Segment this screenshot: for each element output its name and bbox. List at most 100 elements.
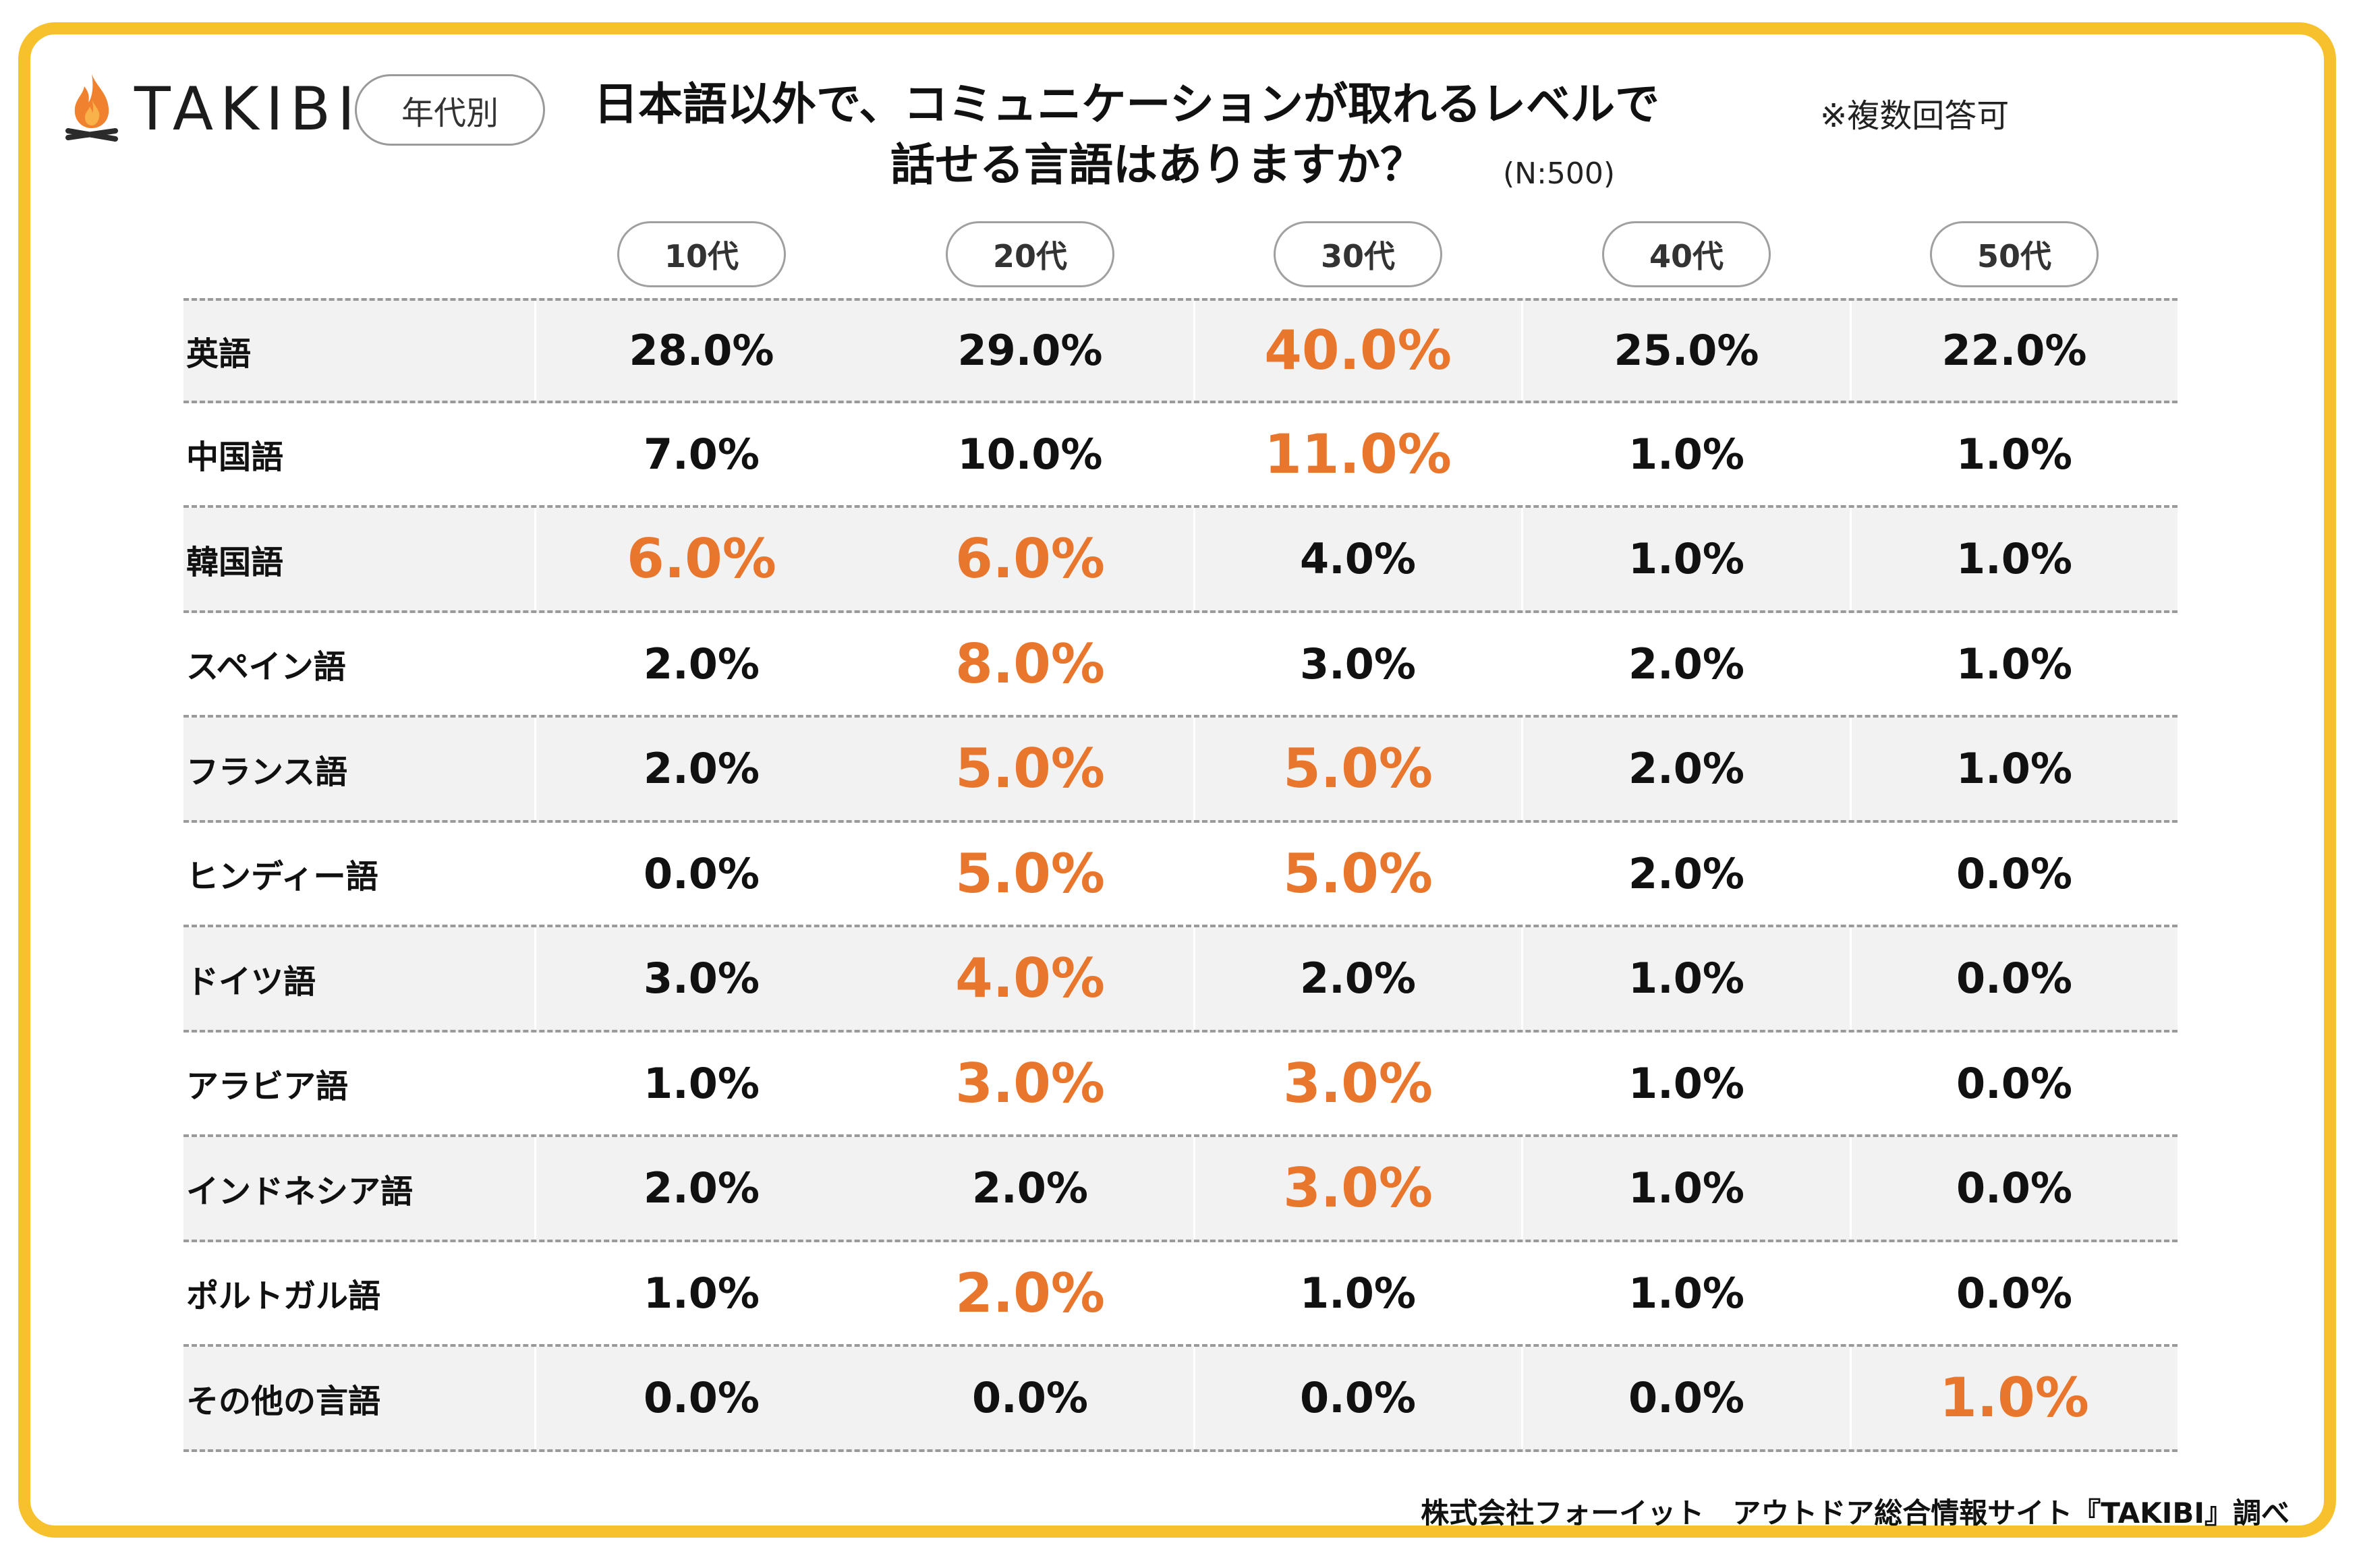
value-cell: 1.0% [1300,1268,1416,1318]
value-cell: 0.0% [1956,1058,2072,1108]
table-row: フランス語 2.0% 5.0% 5.0% 2.0% 1.0% [183,718,2178,823]
value-cell: 5.0% [1283,842,1433,905]
row-label: スペイン語 [186,648,346,687]
row-label: その他の言語 [186,1382,381,1420]
column-separator [1521,508,1523,610]
column-separator [1521,1137,1523,1240]
value-cell: 1.0% [1628,1058,1744,1108]
column-separator [1193,1137,1195,1240]
flame-icon [65,74,118,142]
row-label: 英語 [186,335,252,373]
row-label: 中国語 [186,438,284,477]
sample-size-label: (N:500) [1503,156,1616,191]
value-cell: 3.0% [1300,639,1416,689]
value-cell: 0.0% [644,1373,760,1423]
column-header-3: 30代 [1274,221,1442,287]
column-separator [534,301,536,401]
value-cell: 0.0% [1956,1268,2072,1318]
value-cell: 5.0% [955,737,1105,801]
value-cell: 1.0% [1956,639,2072,689]
column-separator [534,927,536,1030]
value-cell: 7.0% [644,429,760,479]
source-credit: 株式会社フォーイット アウトドア総合情報サイト『TAKIBI』調べ [1421,1497,2289,1530]
value-cell: 3.0% [1283,1051,1433,1115]
value-cell: 2.0% [644,744,760,794]
multiple-answer-note: ※複数回答可 [1820,97,2010,135]
table-row: 韓国語 6.0% 6.0% 4.0% 1.0% 1.0% [183,508,2178,613]
value-cell: 2.0% [972,1163,1088,1213]
column-separator [1521,1347,1523,1449]
value-cell: 1.0% [1628,1268,1744,1318]
value-cell: 0.0% [1628,1373,1744,1423]
value-cell: 8.0% [955,632,1105,695]
value-cell: 0.0% [972,1373,1088,1423]
value-cell: 3.0% [1283,1157,1433,1220]
column-separator [534,1347,536,1449]
brand-name: TAKIBI [134,74,362,144]
card-frame [18,22,2336,1538]
column-separator [1193,927,1195,1030]
column-header-5: 50代 [1930,221,2099,287]
age-group-badge: 年代別 [355,74,545,146]
value-cell: 1.0% [1939,1366,2089,1430]
value-cell: 4.0% [1300,534,1416,584]
value-cell: 1.0% [644,1058,760,1108]
row-label: インドネシア語 [186,1172,414,1211]
value-cell: 4.0% [955,947,1105,1010]
value-cell: 2.0% [644,639,760,689]
value-cell: 1.0% [1956,429,2072,479]
row-label: ヒンディー語 [186,858,378,896]
value-cell: 0.0% [1956,848,2072,898]
value-cell: 22.0% [1941,326,2087,376]
table-row: ヒンディー語 0.0% 5.0% 5.0% 2.0% 0.0% [183,823,2178,927]
table-row: アラビア語 1.0% 3.0% 3.0% 1.0% 0.0% [183,1033,2178,1137]
results-table: 英語 28.0% 29.0% 40.0% 25.0% 22.0% 中国語 7.0% 10.0% 1… [183,298,2178,1452]
value-cell: 5.0% [955,842,1105,905]
column-separator [1193,1347,1195,1449]
value-cell: 2.0% [1628,744,1744,794]
value-cell: 2.0% [644,1163,760,1213]
brand-logo: TAKIBI [64,73,362,146]
value-cell: 10.0% [957,429,1103,479]
row-label: アラビア語 [186,1068,349,1106]
table-row: インドネシア語 2.0% 2.0% 3.0% 1.0% 0.0% [183,1137,2178,1242]
value-cell: 11.0% [1264,422,1452,486]
column-separator [1850,301,1852,401]
table-row: ドイツ語 3.0% 4.0% 2.0% 1.0% 0.0% [183,927,2178,1033]
table-row: その他の言語 0.0% 0.0% 0.0% 0.0% 1.0% [183,1347,2178,1452]
value-cell: 1.0% [1956,534,2072,584]
column-separator [1193,301,1195,401]
table-row: 英語 28.0% 29.0% 40.0% 25.0% 22.0% [183,298,2178,403]
value-cell: 2.0% [1628,848,1744,898]
column-separator [1521,927,1523,1030]
value-cell: 1.0% [1628,1163,1744,1213]
value-cell: 6.0% [955,527,1105,591]
value-cell: 2.0% [1300,954,1416,1004]
value-cell: 1.0% [1628,954,1744,1004]
column-separator [1521,301,1523,401]
table-row: スペイン語 2.0% 8.0% 3.0% 2.0% 1.0% [183,613,2178,718]
value-cell: 1.0% [1956,744,2072,794]
value-cell: 2.0% [1628,639,1744,689]
value-cell: 3.0% [955,1051,1105,1115]
column-separator [534,718,536,820]
value-cell: 5.0% [1283,737,1433,801]
value-cell: 40.0% [1264,319,1452,382]
column-header-1: 10代 [617,221,786,287]
table-row: 中国語 7.0% 10.0% 11.0% 1.0% 1.0% [183,403,2178,508]
chart-title-line2: 話せる言語はありますか？ [890,139,1425,191]
row-label: フランス語 [186,753,348,791]
column-separator [1521,718,1523,820]
value-cell: 0.0% [644,848,760,898]
value-cell: 0.0% [1956,954,2072,1004]
table-row: ポルトガル語 1.0% 2.0% 1.0% 1.0% 0.0% [183,1242,2178,1347]
value-cell: 6.0% [627,527,776,591]
value-cell: 0.0% [1956,1163,2072,1213]
column-separator [1850,508,1852,610]
row-label: ポルトガル語 [186,1277,381,1316]
value-cell: 28.0% [629,326,774,376]
value-cell: 0.0% [1300,1373,1416,1423]
row-label: ドイツ語 [186,962,316,1001]
value-cell: 25.0% [1614,326,1759,376]
value-cell: 1.0% [644,1268,760,1318]
